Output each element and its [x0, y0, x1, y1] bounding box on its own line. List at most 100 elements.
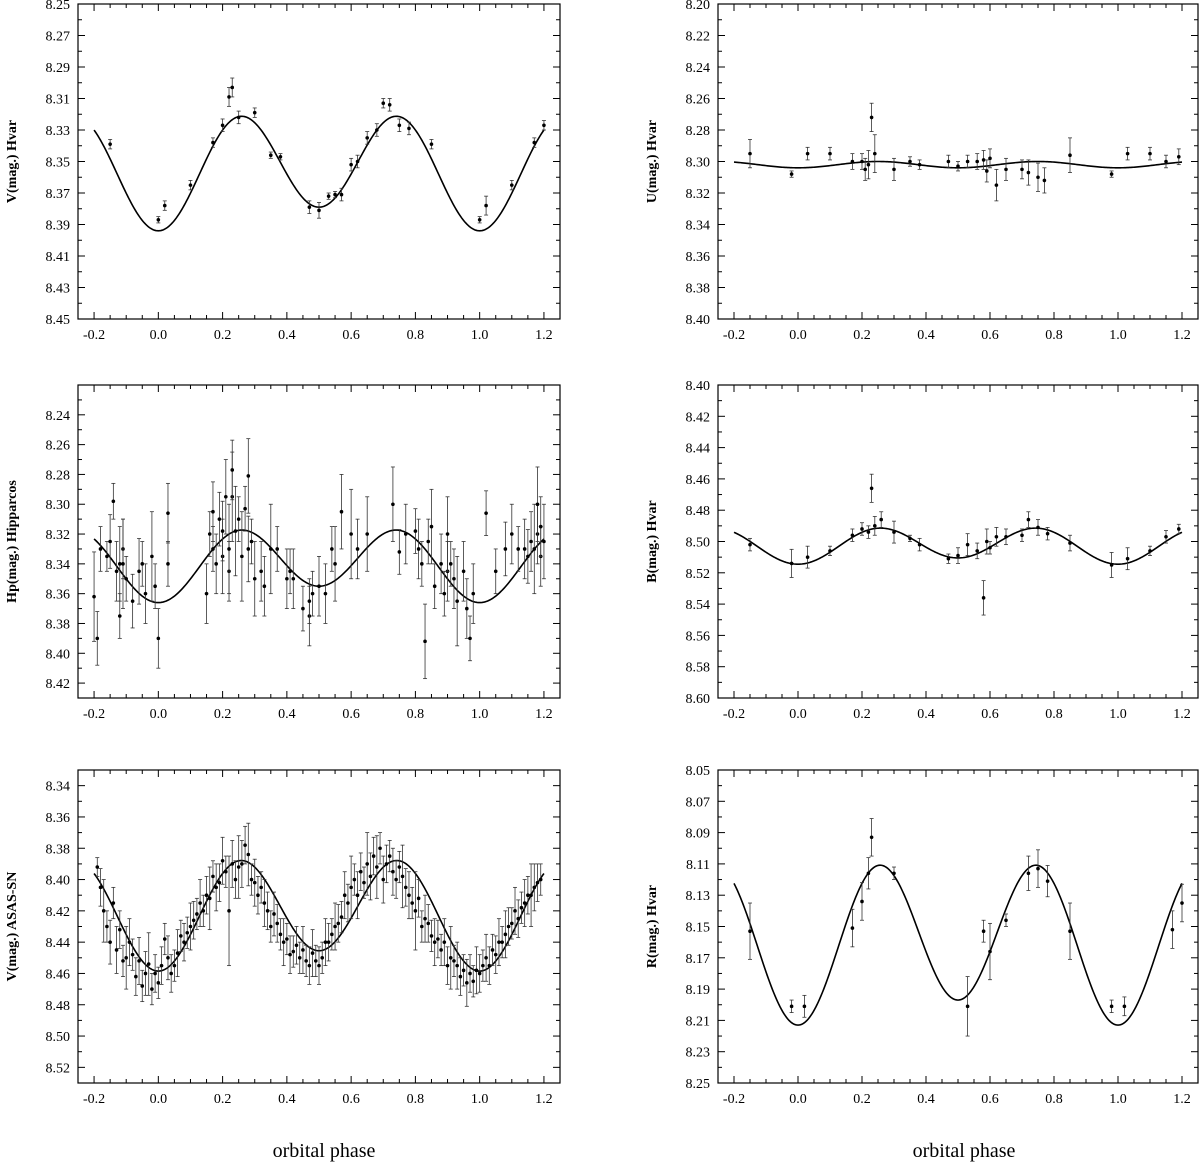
data-point: [828, 151, 832, 156]
data-point: [510, 921, 514, 926]
data-point: [493, 952, 498, 957]
data-point: [278, 154, 283, 159]
y-tick-label: 8.22: [686, 30, 711, 45]
y-axis-label: V(mag.) ASAS-SN: [5, 872, 20, 982]
data-point: [445, 963, 450, 968]
data-point: [310, 591, 315, 596]
data-point: [397, 123, 402, 128]
data-point: [246, 852, 251, 857]
data-point: [220, 529, 225, 533]
data-point: [381, 877, 386, 882]
y-tick-label: 8.24: [686, 61, 711, 76]
data-point: [384, 862, 389, 866]
x-tick-label: 0.8: [1045, 707, 1063, 722]
data-point: [1148, 549, 1152, 553]
data-point: [426, 921, 431, 926]
data-point: [1068, 541, 1072, 545]
data-point: [420, 924, 424, 929]
data-point: [506, 924, 511, 929]
data-point: [426, 539, 431, 544]
data-point: [230, 862, 235, 866]
data-point: [1045, 879, 1050, 883]
data-point: [333, 192, 337, 197]
data-point: [975, 159, 979, 164]
data-point: [146, 962, 151, 966]
data-point: [1164, 535, 1168, 539]
y-axis-label: B(mag.) Hvar: [645, 500, 660, 582]
data-point: [121, 959, 125, 963]
y-tick-label: 8.37: [46, 187, 71, 202]
data-point: [333, 924, 337, 929]
data-point: [1170, 927, 1175, 932]
x-tick-label: 0.2: [853, 707, 871, 722]
y-tick-label: 8.42: [46, 677, 71, 692]
data-point: [448, 562, 453, 566]
data-point: [240, 554, 244, 559]
data-point: [207, 532, 212, 536]
data-point: [224, 869, 228, 874]
data-point: [503, 547, 508, 551]
data-point: [391, 869, 395, 874]
data-point: [981, 158, 986, 162]
y-tick-label: 8.34: [46, 558, 71, 573]
data-point: [188, 924, 193, 929]
x-axis-label-left: orbital phase: [273, 1140, 376, 1162]
data-point: [410, 901, 414, 905]
y-tick-label: 8.43: [46, 282, 71, 297]
data-point: [429, 142, 434, 146]
data-point: [532, 547, 537, 551]
data-point: [297, 956, 302, 960]
y-tick-label: 8.60: [686, 692, 711, 707]
data-point: [371, 854, 376, 858]
data-point: [535, 880, 540, 885]
data-point: [214, 885, 218, 890]
x-tick-label: 1.0: [1109, 707, 1127, 722]
data-point: [429, 934, 434, 938]
data-point: [860, 159, 864, 164]
data-point: [1026, 517, 1031, 522]
data-point: [288, 952, 292, 957]
data-point: [1036, 525, 1040, 530]
data-point: [1122, 1004, 1127, 1009]
y-tick-label: 8.42: [686, 410, 711, 425]
data-point: [375, 128, 379, 132]
chart-r-hvar: -0.2 0.0 0.2 0.4 0.6 0.8 1.0 1.2 8.05 8.07 8.09 8.1…: [645, 764, 1199, 1107]
data-point: [333, 562, 337, 566]
data-point: [381, 101, 386, 106]
data-point: [166, 511, 170, 515]
data-point: [455, 963, 459, 968]
data-point: [114, 948, 119, 952]
y-tick-label: 8.32: [46, 528, 71, 543]
data-point: [243, 843, 247, 847]
data-point: [211, 140, 215, 145]
data-point: [323, 940, 328, 944]
data-point: [252, 110, 257, 115]
chart-hp-hipparcos: -0.2 0.0 0.2 0.4 0.6 0.8 1.0 1.2 8.24 8.26 8.28 8.3…: [5, 384, 561, 722]
data-point: [497, 940, 501, 944]
data-point: [95, 865, 100, 869]
data-point: [355, 893, 360, 897]
data-point: [182, 940, 186, 944]
data-point: [294, 943, 299, 948]
x-tick-label: 0.4: [917, 707, 935, 722]
data-point: [1020, 167, 1024, 172]
data-point: [307, 963, 312, 968]
y-tick-label: 8.34: [46, 780, 71, 795]
data-point: [981, 929, 986, 933]
data-point: [134, 974, 138, 979]
data-point: [1026, 170, 1031, 175]
data-point: [236, 517, 241, 521]
fit-curve: [733, 864, 1183, 1026]
data-point: [981, 596, 986, 600]
data-point: [866, 162, 871, 167]
data-point: [439, 948, 443, 952]
data-point: [124, 956, 128, 960]
data-point: [946, 556, 951, 561]
y-axis-label: V(mag.) Hvar: [5, 120, 20, 203]
data-point: [481, 963, 485, 968]
data-point: [442, 591, 447, 596]
data-point: [291, 949, 296, 954]
data-point: [908, 159, 912, 164]
y-tick-label: 8.34: [686, 219, 711, 234]
x-tick-label: 1.0: [1109, 328, 1127, 343]
